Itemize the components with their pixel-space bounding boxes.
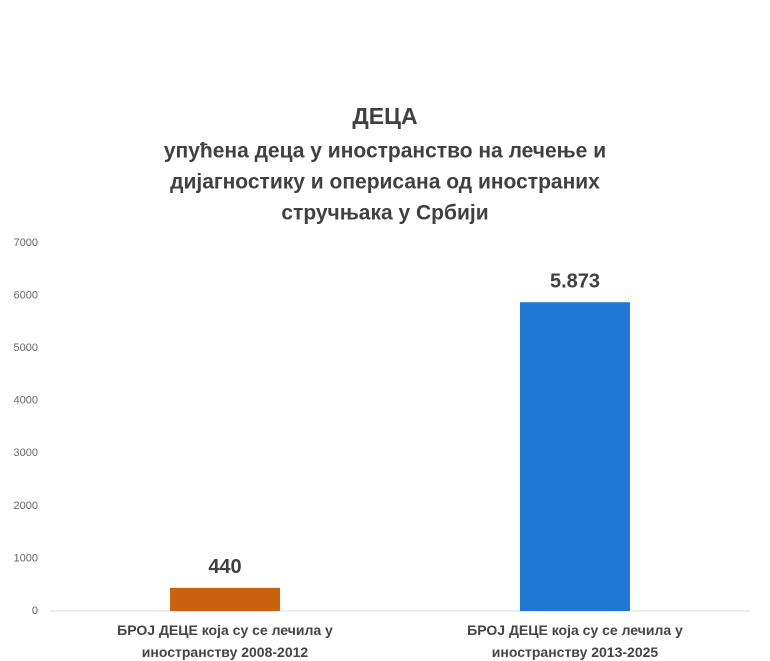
y-tick-label: 4000 — [14, 395, 38, 407]
y-tick-label: 2000 — [14, 500, 38, 512]
x-tick-label: БРОЈ ДЕЦЕ која су се лечила у иностранст… — [467, 622, 683, 660]
y-tick-label: 7000 — [14, 237, 38, 249]
y-tick-label: 3000 — [14, 447, 38, 459]
y-tick-label: 0 — [32, 605, 38, 617]
y-tick-label: 1000 — [14, 552, 38, 564]
value-label: 440 — [208, 556, 241, 578]
value-label: 5.873 — [550, 271, 600, 293]
bar — [520, 302, 630, 611]
chart-title: ДЕЦА — [352, 103, 417, 129]
chart-subtitle: стручњака у Србији — [281, 202, 488, 225]
y-tick-label: 6000 — [14, 289, 38, 301]
chart-subtitle: дијагностику и оперисана од иностраних — [170, 171, 600, 194]
y-tick-label: 5000 — [14, 342, 38, 354]
x-tick-label: БРОЈ ДЕЦЕ која су се лечила у иностранст… — [117, 622, 333, 660]
x-tick-label-box: БРОЈ ДЕЦЕ која су се лечила у иностранст… — [467, 622, 683, 660]
x-tick-label-box: БРОЈ ДЕЦЕ која су се лечила у иностранст… — [117, 622, 333, 660]
bar — [170, 587, 280, 611]
chart-subtitle: упућена деца у иностранство на лечење и — [164, 140, 606, 163]
